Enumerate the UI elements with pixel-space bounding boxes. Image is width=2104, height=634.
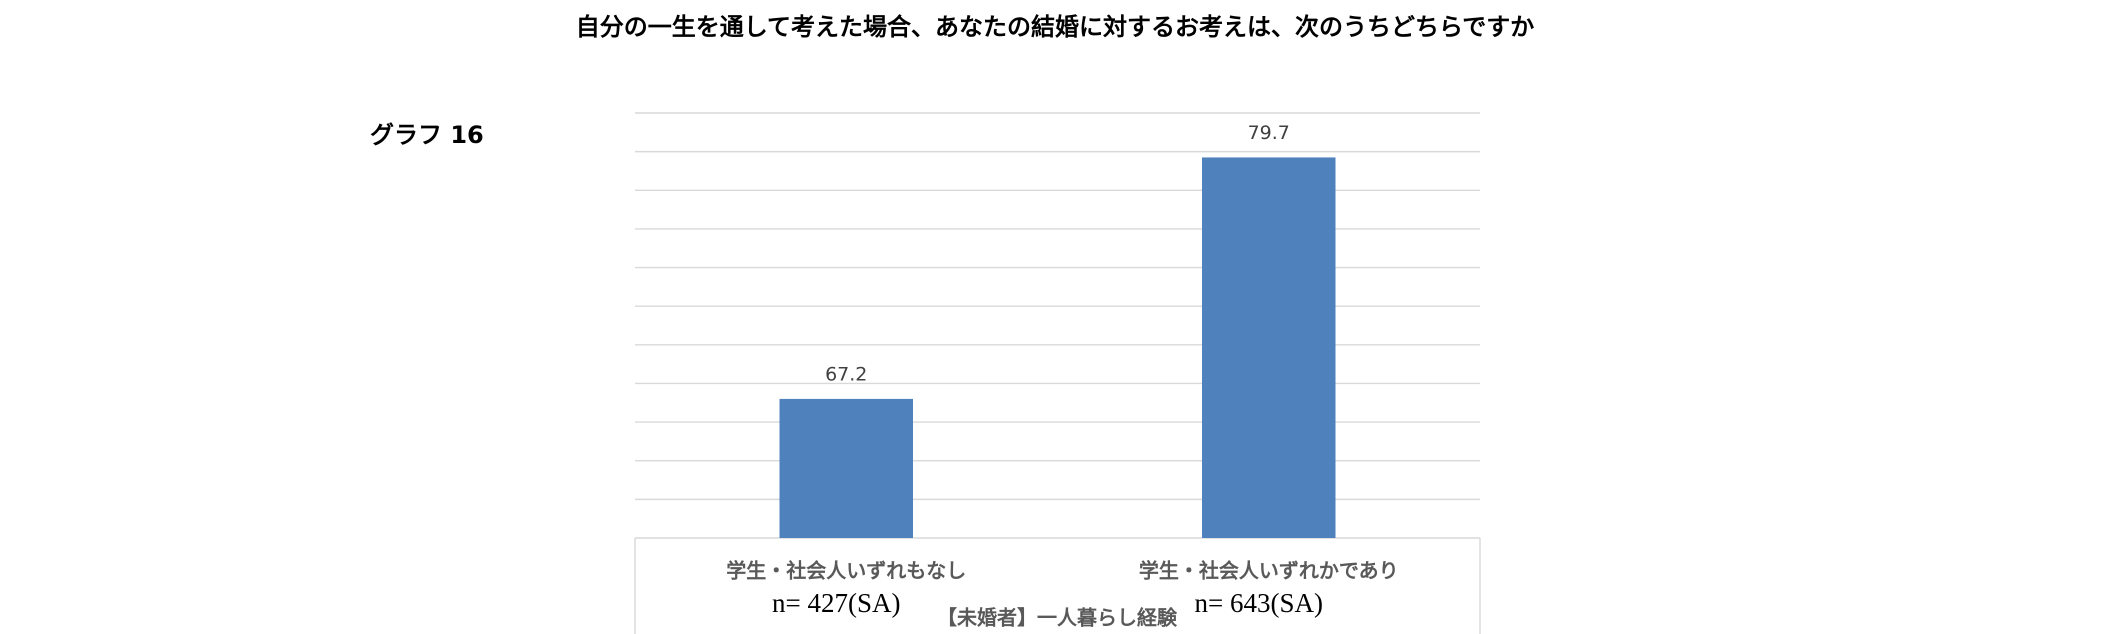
x-tick-label: 学生・社会人いずれかであり [1139,559,1399,583]
bar [1201,157,1336,538]
x-axis-label: 【未婚者】一人暮らし経験 [937,606,1178,630]
x-tick-label: 学生・社会人いずれもなし [726,559,966,583]
sample-label: n= 643(SA) [1195,588,1323,618]
graph-label: グラフ 16 [370,121,484,149]
chart-title: 自分の一生を通して考えた場合、あなたの結婚に対するお考えは、次のうちどちらですか [576,13,1535,41]
value-label: 79.7 [1248,122,1290,144]
value-label: 67.2 [825,363,867,385]
bar [779,398,914,538]
sample-label: n= 427(SA) [772,588,900,618]
